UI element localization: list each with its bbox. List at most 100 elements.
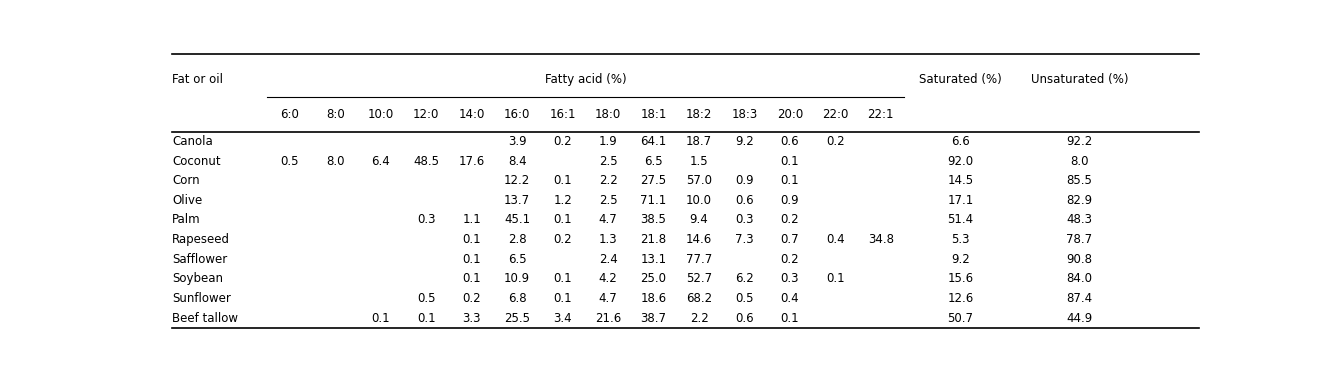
Text: 9.2: 9.2 bbox=[736, 135, 754, 148]
Text: 6.8: 6.8 bbox=[507, 292, 526, 305]
Text: 0.6: 0.6 bbox=[736, 312, 754, 325]
Text: 0.3: 0.3 bbox=[417, 213, 435, 226]
Text: 1.5: 1.5 bbox=[690, 154, 709, 168]
Text: 0.2: 0.2 bbox=[781, 213, 800, 226]
Text: 16:0: 16:0 bbox=[505, 108, 530, 121]
Text: 10:0: 10:0 bbox=[367, 108, 394, 121]
Text: Canola: Canola bbox=[172, 135, 212, 148]
Text: 0.2: 0.2 bbox=[553, 135, 571, 148]
Text: 0.1: 0.1 bbox=[781, 312, 800, 325]
Text: 77.7: 77.7 bbox=[686, 253, 712, 266]
Text: 5.3: 5.3 bbox=[951, 233, 969, 246]
Text: 0.1: 0.1 bbox=[417, 312, 435, 325]
Text: Saturated (%): Saturated (%) bbox=[918, 73, 1001, 86]
Text: 38.7: 38.7 bbox=[641, 312, 666, 325]
Text: 44.9: 44.9 bbox=[1067, 312, 1092, 325]
Text: 6.5: 6.5 bbox=[507, 253, 526, 266]
Text: 0.1: 0.1 bbox=[826, 272, 845, 285]
Text: 10.0: 10.0 bbox=[686, 194, 712, 207]
Text: 50.7: 50.7 bbox=[948, 312, 973, 325]
Text: 2.8: 2.8 bbox=[507, 233, 526, 246]
Text: 48.3: 48.3 bbox=[1067, 213, 1092, 226]
Text: 84.0: 84.0 bbox=[1067, 272, 1092, 285]
Text: 12:0: 12:0 bbox=[413, 108, 439, 121]
Text: 15.6: 15.6 bbox=[948, 272, 973, 285]
Text: 14:0: 14:0 bbox=[458, 108, 485, 121]
Text: 92.0: 92.0 bbox=[948, 154, 973, 168]
Text: 0.5: 0.5 bbox=[280, 154, 299, 168]
Text: 25.5: 25.5 bbox=[505, 312, 530, 325]
Text: 0.7: 0.7 bbox=[781, 233, 800, 246]
Text: Fat or oil: Fat or oil bbox=[172, 73, 223, 86]
Text: 20:0: 20:0 bbox=[777, 108, 804, 121]
Text: 8:0: 8:0 bbox=[326, 108, 344, 121]
Text: Corn: Corn bbox=[172, 174, 200, 187]
Text: 8.0: 8.0 bbox=[326, 154, 344, 168]
Text: Beef tallow: Beef tallow bbox=[172, 312, 238, 325]
Text: 0.1: 0.1 bbox=[462, 233, 481, 246]
Text: 2.5: 2.5 bbox=[599, 194, 617, 207]
Text: 68.2: 68.2 bbox=[686, 292, 712, 305]
Text: Fatty acid (%): Fatty acid (%) bbox=[545, 73, 626, 86]
Text: 0.5: 0.5 bbox=[736, 292, 754, 305]
Text: 0.1: 0.1 bbox=[781, 154, 800, 168]
Text: 21.8: 21.8 bbox=[641, 233, 666, 246]
Text: 14.5: 14.5 bbox=[948, 174, 973, 187]
Text: 1.2: 1.2 bbox=[553, 194, 571, 207]
Text: 13.1: 13.1 bbox=[641, 253, 666, 266]
Text: 3.3: 3.3 bbox=[462, 312, 481, 325]
Text: 17.1: 17.1 bbox=[948, 194, 973, 207]
Text: Coconut: Coconut bbox=[172, 154, 220, 168]
Text: 38.5: 38.5 bbox=[641, 213, 666, 226]
Text: Palm: Palm bbox=[172, 213, 200, 226]
Text: 4.7: 4.7 bbox=[598, 213, 618, 226]
Text: 0.1: 0.1 bbox=[781, 174, 800, 187]
Text: 64.1: 64.1 bbox=[641, 135, 666, 148]
Text: 0.2: 0.2 bbox=[826, 135, 845, 148]
Text: 34.8: 34.8 bbox=[868, 233, 894, 246]
Text: 0.1: 0.1 bbox=[462, 253, 481, 266]
Text: Unsaturated (%): Unsaturated (%) bbox=[1031, 73, 1128, 86]
Text: 9.4: 9.4 bbox=[690, 213, 709, 226]
Text: 4.7: 4.7 bbox=[598, 292, 618, 305]
Text: 18:0: 18:0 bbox=[595, 108, 621, 121]
Text: 13.7: 13.7 bbox=[505, 194, 530, 207]
Text: 71.1: 71.1 bbox=[641, 194, 666, 207]
Text: 0.3: 0.3 bbox=[781, 272, 800, 285]
Text: 2.5: 2.5 bbox=[599, 154, 617, 168]
Text: 6.2: 6.2 bbox=[736, 272, 754, 285]
Text: 27.5: 27.5 bbox=[641, 174, 666, 187]
Text: 92.2: 92.2 bbox=[1067, 135, 1092, 148]
Text: 0.9: 0.9 bbox=[781, 194, 800, 207]
Text: 6:0: 6:0 bbox=[280, 108, 299, 121]
Text: 48.5: 48.5 bbox=[414, 154, 439, 168]
Text: 1.3: 1.3 bbox=[599, 233, 617, 246]
Text: 52.7: 52.7 bbox=[686, 272, 712, 285]
Text: 0.1: 0.1 bbox=[553, 213, 571, 226]
Text: 12.2: 12.2 bbox=[505, 174, 530, 187]
Text: 87.4: 87.4 bbox=[1067, 292, 1092, 305]
Text: 25.0: 25.0 bbox=[641, 272, 666, 285]
Text: 4.2: 4.2 bbox=[598, 272, 618, 285]
Text: 0.3: 0.3 bbox=[736, 213, 754, 226]
Text: 18:2: 18:2 bbox=[686, 108, 712, 121]
Text: 1.9: 1.9 bbox=[598, 135, 618, 148]
Text: Rapeseed: Rapeseed bbox=[172, 233, 230, 246]
Text: 0.2: 0.2 bbox=[462, 292, 481, 305]
Text: 22:0: 22:0 bbox=[822, 108, 849, 121]
Text: 0.1: 0.1 bbox=[371, 312, 390, 325]
Text: 45.1: 45.1 bbox=[505, 213, 530, 226]
Text: 0.9: 0.9 bbox=[736, 174, 754, 187]
Text: Soybean: Soybean bbox=[172, 272, 223, 285]
Text: 8.0: 8.0 bbox=[1071, 154, 1088, 168]
Text: 6.4: 6.4 bbox=[371, 154, 390, 168]
Text: Olive: Olive bbox=[172, 194, 203, 207]
Text: 0.6: 0.6 bbox=[781, 135, 800, 148]
Text: 57.0: 57.0 bbox=[686, 174, 712, 187]
Text: 16:1: 16:1 bbox=[550, 108, 575, 121]
Text: 90.8: 90.8 bbox=[1067, 253, 1092, 266]
Text: 10.9: 10.9 bbox=[505, 272, 530, 285]
Text: Safflower: Safflower bbox=[172, 253, 227, 266]
Text: 21.6: 21.6 bbox=[595, 312, 621, 325]
Text: 1.1: 1.1 bbox=[462, 213, 481, 226]
